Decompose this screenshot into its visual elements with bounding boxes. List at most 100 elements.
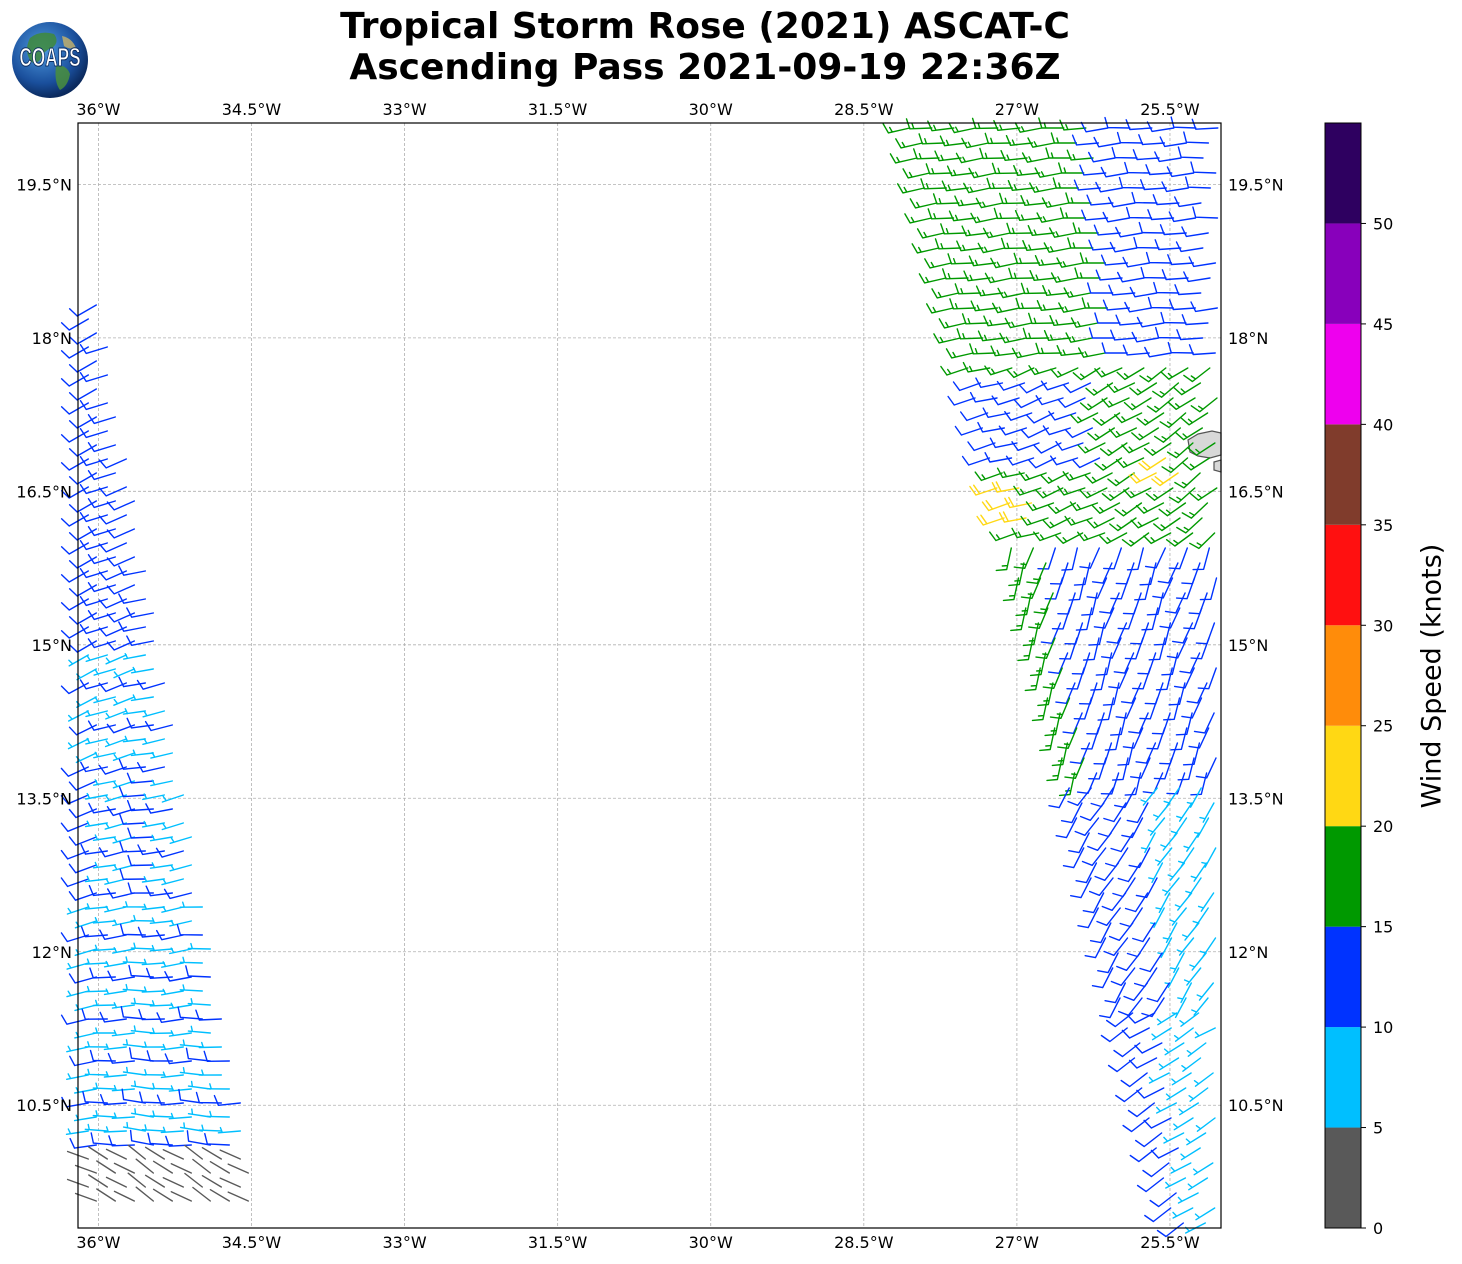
wind-barb [203, 1050, 230, 1062]
wind-barb [1118, 176, 1145, 189]
wind-barb [68, 500, 97, 513]
wind-barb [169, 836, 192, 844]
wind-barb [1154, 239, 1182, 251]
wind-barb [1020, 195, 1048, 206]
wind-barb [1160, 832, 1178, 851]
wind-barb [1036, 300, 1064, 311]
wind-barb [1059, 207, 1087, 219]
wind-barb [130, 1025, 154, 1034]
wind-barb [98, 542, 127, 553]
wind-barb [1173, 382, 1202, 396]
wind-barb [163, 888, 192, 900]
wind-barb [1103, 547, 1122, 570]
wind-barb [1172, 622, 1194, 644]
wind-barb [1033, 592, 1054, 614]
wind-barb [1093, 224, 1121, 236]
wind-barb [87, 442, 116, 453]
wind-barb [1117, 742, 1135, 766]
wind-barb [1008, 267, 1035, 280]
wind-barb [1036, 212, 1065, 223]
wind-barb [1047, 502, 1077, 514]
wind-barb [209, 1189, 230, 1202]
wind-barb [1148, 1072, 1170, 1084]
wind-barb [1057, 592, 1076, 615]
lon-tick-label-top: 33°W [382, 100, 426, 119]
lon-tick-label-bottom: 25.5°W [1140, 1233, 1200, 1252]
wind-barb [1110, 577, 1130, 600]
wind-barb [1037, 682, 1054, 707]
wind-barb [160, 988, 184, 996]
colorbar-bin [1325, 625, 1361, 726]
wind-barb [1022, 622, 1040, 647]
wind-barb [1070, 412, 1099, 424]
wind-barb [1107, 1057, 1136, 1073]
wind-barb [977, 330, 1006, 342]
wind-barb [68, 863, 97, 874]
wind-barb [1136, 1087, 1165, 1099]
wind-barb [1115, 457, 1145, 469]
wind-barb [1168, 211, 1197, 223]
wind-barb [195, 1009, 222, 1021]
wind-barb [1070, 317, 1099, 328]
wind-barb [1099, 532, 1128, 545]
map-frame [77, 122, 1222, 1229]
wind-barb [1190, 637, 1210, 660]
wind-barb [1002, 577, 1020, 602]
wind-barb [88, 885, 116, 897]
wind-barb [902, 168, 931, 179]
wind-barb [1061, 547, 1078, 571]
wind-barb [1116, 367, 1145, 381]
wind-barb [127, 1172, 146, 1188]
wind-barb [1091, 967, 1114, 989]
wind-barb [1078, 347, 1106, 358]
wind-barb [1182, 457, 1211, 471]
wind-barb [80, 843, 108, 855]
wind-barb [983, 315, 1011, 327]
wind-barb [934, 150, 962, 162]
wind-barb [1147, 209, 1175, 221]
colorbar-bin [1325, 926, 1361, 1028]
wind-barb [918, 273, 947, 284]
wind-barb [192, 1186, 211, 1202]
wind-barb [60, 682, 89, 695]
wind-barb [1158, 502, 1187, 517]
wind-barb [1068, 832, 1090, 854]
wind-barb [1132, 922, 1156, 943]
wind-barb [1062, 847, 1085, 869]
wind-barb [1130, 622, 1150, 645]
wind-barb [76, 668, 97, 681]
wind-barb [198, 1041, 222, 1049]
wind-barb [1035, 487, 1064, 499]
wind-barb [1100, 254, 1129, 266]
wind-barb [1075, 607, 1093, 631]
wind-barb [1100, 772, 1120, 795]
wind-barb [1180, 1147, 1201, 1161]
wind-barb [169, 947, 192, 955]
wind-barb [1124, 772, 1142, 796]
wind-barb [217, 1126, 241, 1134]
logo-text: COAPS [19, 43, 80, 73]
wind-barb [984, 272, 1013, 284]
wind-barb [1101, 397, 1130, 408]
wind-barb [1092, 412, 1121, 426]
wind-barb [1163, 787, 1180, 807]
wind-barb [1025, 501, 1055, 512]
wind-barb [1173, 1027, 1194, 1042]
lon-tick-label-bottom: 34.5°W [222, 1233, 282, 1252]
wind-barb [945, 348, 974, 359]
wind-barb [1186, 1042, 1207, 1057]
wind-barb [1088, 151, 1116, 163]
wind-barb [1008, 562, 1025, 587]
wind-barb [1066, 667, 1085, 690]
wind-barb [141, 876, 165, 883]
coaps-logo: COAPS [12, 22, 88, 98]
wind-barb [939, 135, 968, 147]
wind-barb [68, 416, 97, 429]
wind-barb [185, 965, 211, 978]
wind-barb [98, 514, 127, 525]
wind-barb [969, 484, 998, 496]
wind-barb [87, 582, 116, 593]
wind-barb [209, 1161, 230, 1174]
wind-barb [141, 986, 165, 993]
wind-barb [1144, 1207, 1172, 1223]
